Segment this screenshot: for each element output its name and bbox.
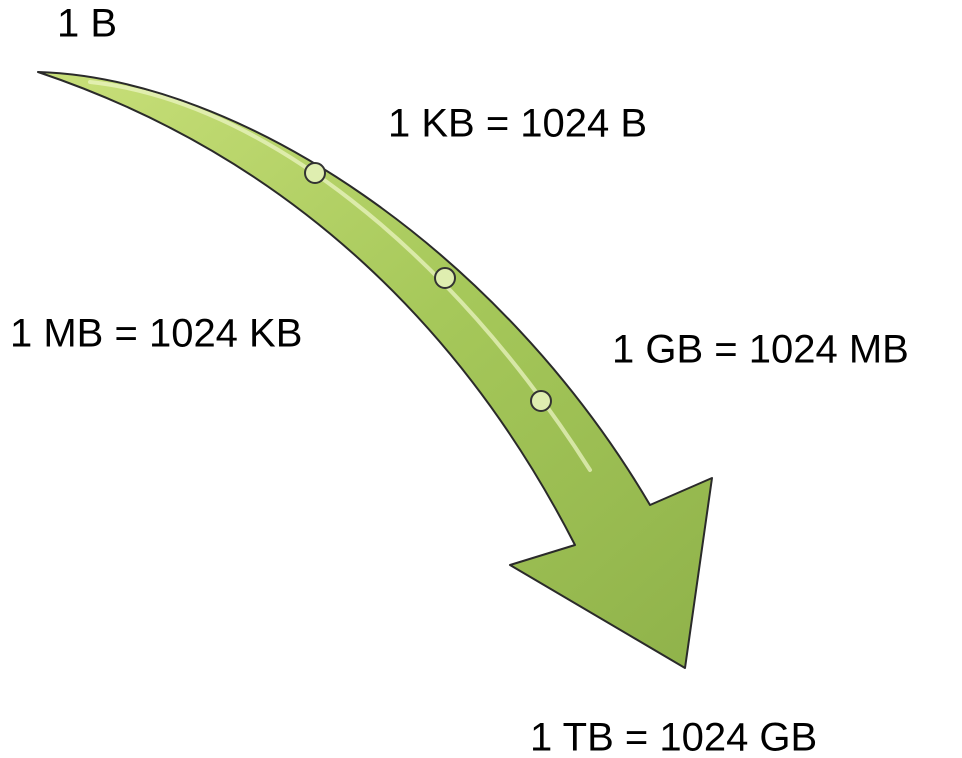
label-gigabyte: 1 GB = 1024 MB (612, 328, 909, 372)
step-dot (305, 163, 325, 183)
label-megabyte: 1 MB = 1024 KB (10, 312, 302, 356)
step-dot (435, 268, 455, 288)
label-terabyte: 1 TB = 1024 GB (530, 716, 817, 758)
page: 1 B 1 KB = 1024 B 1 MB = 1024 KB 1 GB = … (0, 0, 962, 758)
diagram: 1 B 1 KB = 1024 B 1 MB = 1024 KB 1 GB = … (0, 0, 962, 758)
curved-arrow (38, 72, 712, 668)
label-kilobyte: 1 KB = 1024 B (388, 102, 647, 146)
step-dot (531, 391, 551, 411)
label-byte: 1 B (57, 2, 117, 46)
